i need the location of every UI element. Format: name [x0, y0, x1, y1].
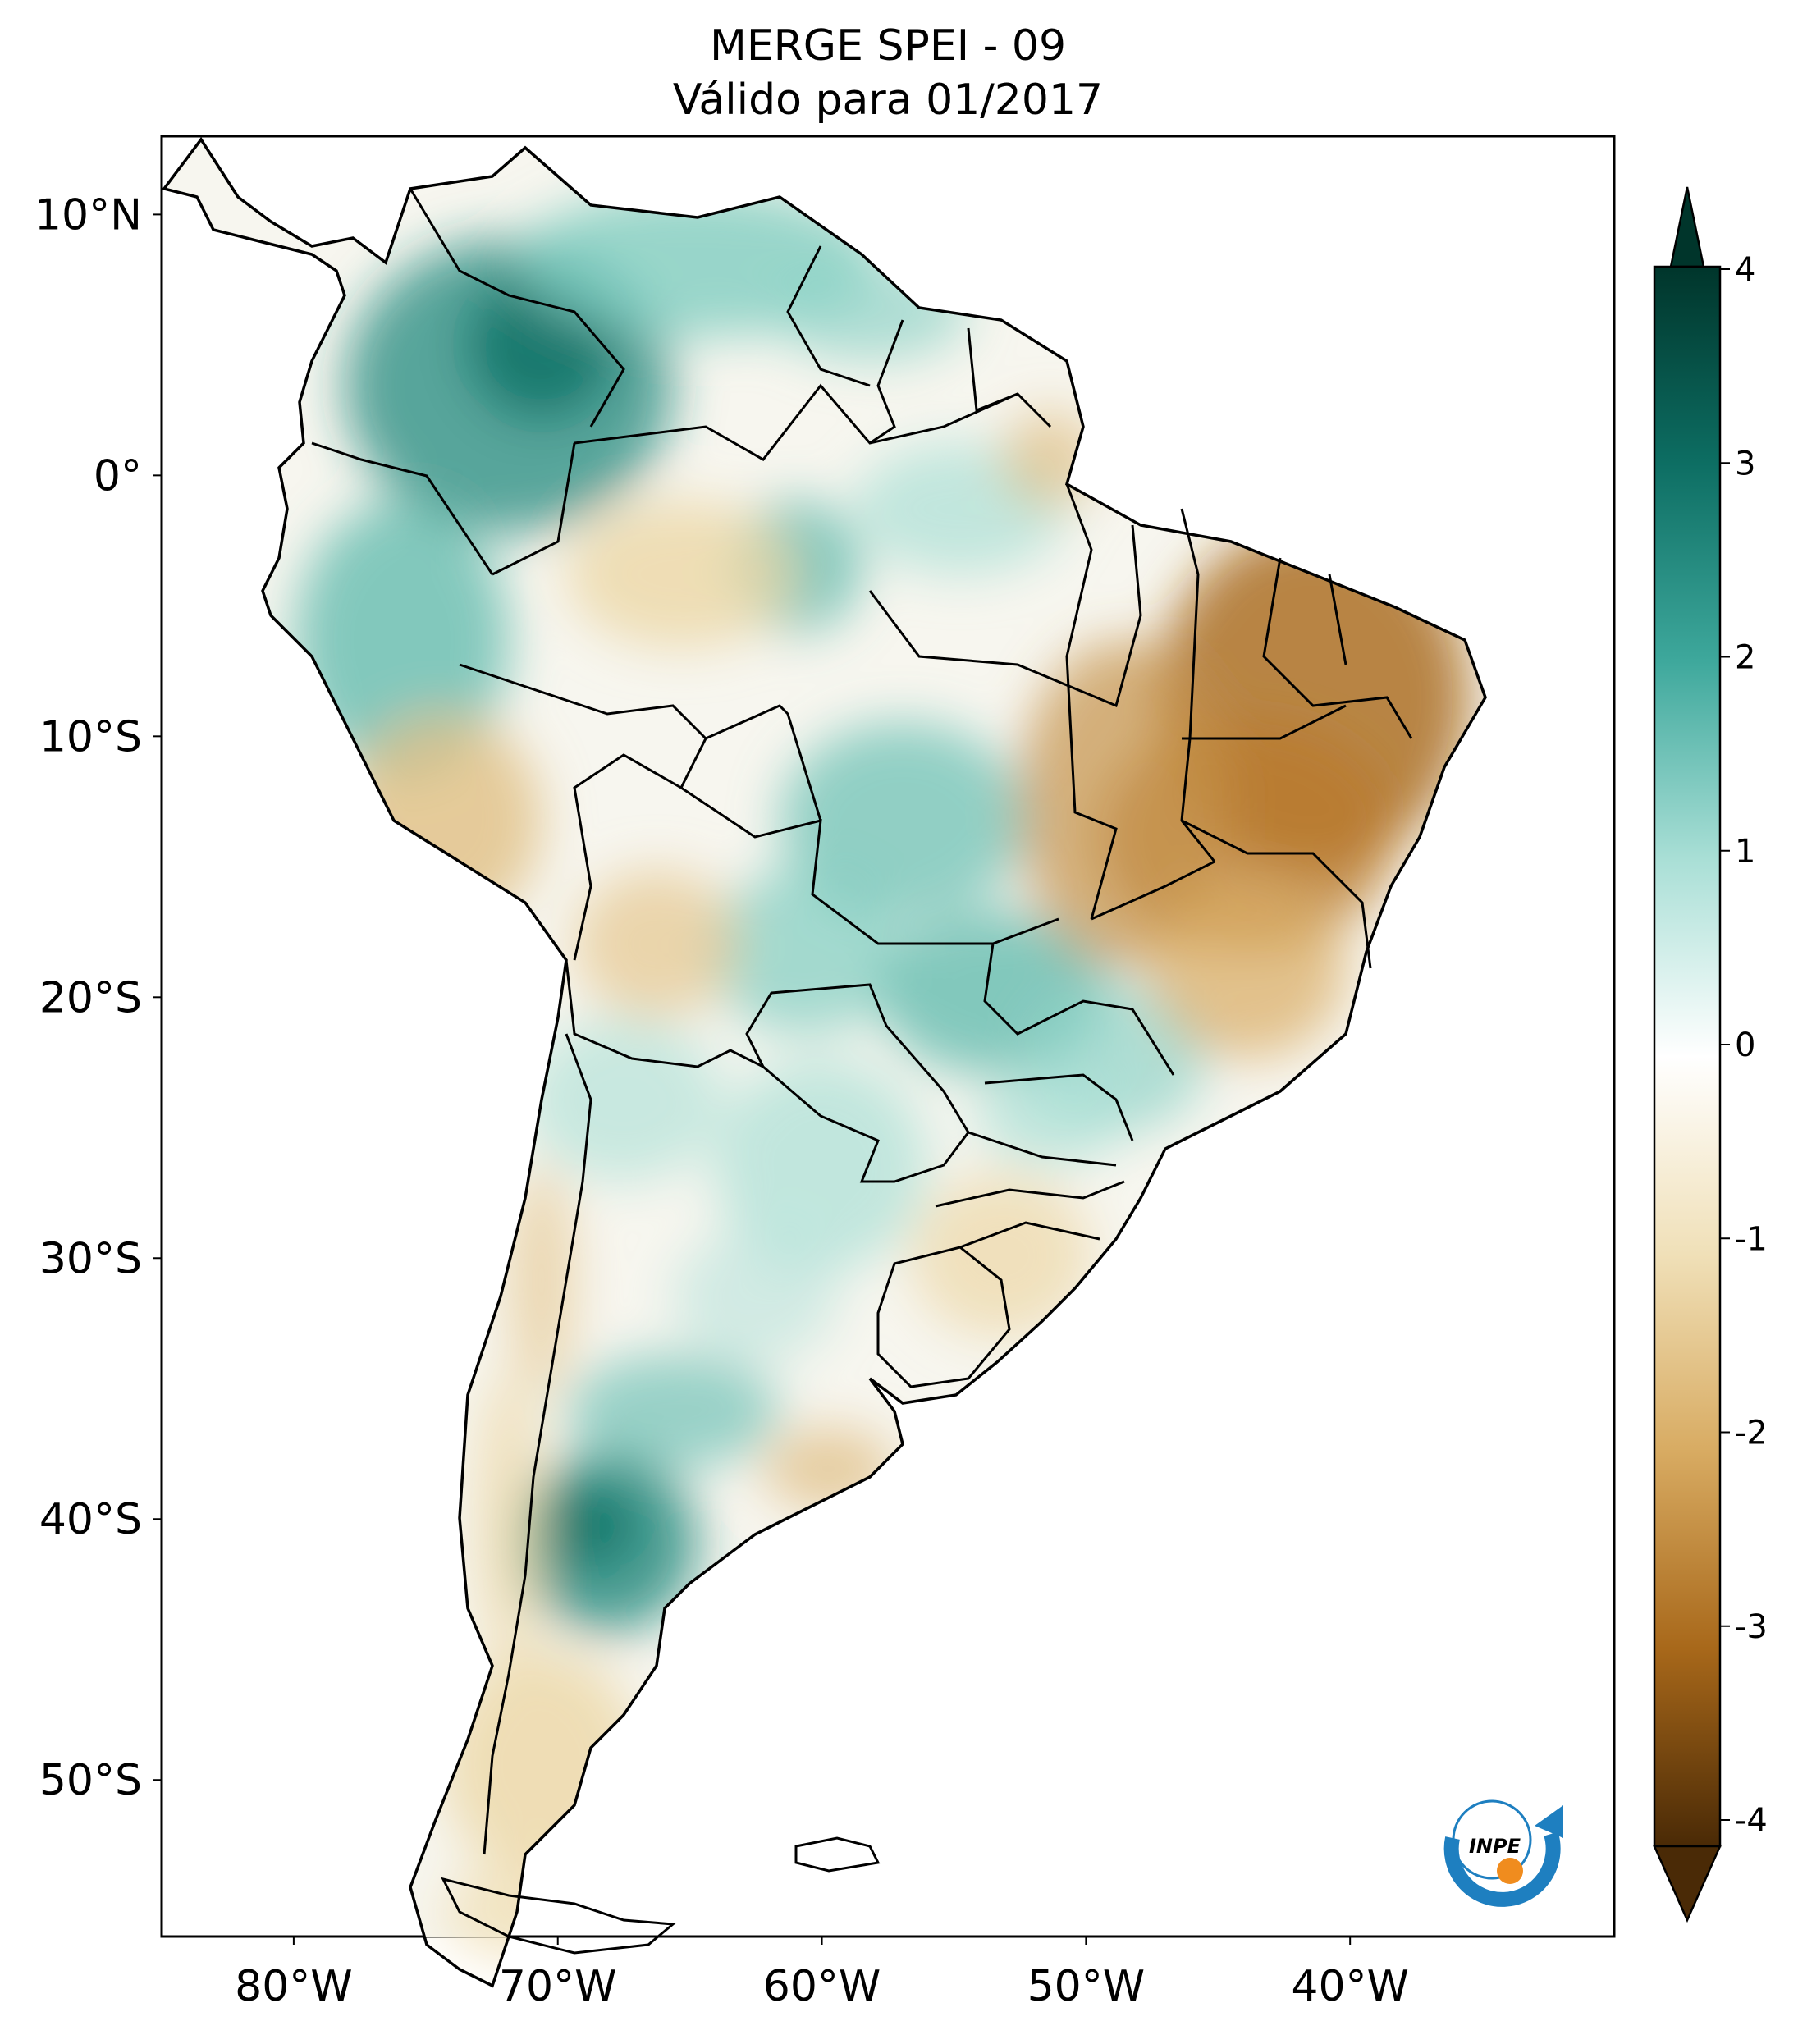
map-subtitle: Válido para 01/2017 [672, 75, 1104, 125]
lat-tick-label: 10°S [39, 712, 142, 761]
lon-tick-label: 50°W [1027, 1962, 1146, 2011]
colorbar-gradient [1653, 265, 1722, 1848]
lon-tick-label: 80°W [235, 1962, 353, 2011]
lat-tick-label: 50°S [39, 1756, 142, 1805]
latitude-axis: 10°N 0° 10°S 20°S 30°S 40°S 50°S [34, 190, 162, 1805]
lon-tick-label: 70°W [499, 1962, 617, 2011]
lat-tick-label: 30°S [39, 1234, 142, 1283]
lat-tick-label: 40°S [39, 1495, 142, 1544]
inpe-logo: INPE [1443, 1799, 1563, 1907]
map-title: MERGE SPEI - 09 [709, 21, 1067, 71]
lon-tick-label: 60°W [763, 1962, 881, 2011]
inpe-logo-arrow-icon [1535, 1805, 1563, 1838]
colorbar-tick-label: -1 [1735, 1220, 1768, 1258]
colorbar-min-extension [1653, 1845, 1722, 1923]
colorbar-tick-label: -3 [1735, 1608, 1768, 1646]
lat-tick-label: 20°S [39, 973, 142, 1022]
lat-tick-label: 0° [94, 451, 142, 501]
colorbar-max-extension [1669, 186, 1705, 268]
colorbar-tick-label: -4 [1735, 1802, 1768, 1840]
lon-tick-label: 40°W [1291, 1962, 1409, 2011]
colorbar-tick-label: 0 [1735, 1027, 1755, 1064]
colorbar-tick-label: 4 [1735, 251, 1755, 289]
inpe-logo-ring [1452, 1799, 1532, 1880]
colorbar: 4 3 2 1 0 -1 -2 -3 -4 [1653, 186, 1768, 1923]
colorbar-tick-label: 1 [1735, 833, 1755, 871]
colorbar-tick-label: -2 [1735, 1415, 1768, 1452]
longitude-axis: 80°W 70°W 60°W 50°W 40°W [235, 1937, 1409, 2011]
inpe-logo-arc [1443, 1831, 1561, 1907]
inpe-logo-text: INPE [1469, 1835, 1521, 1858]
colorbar-tick-label: 2 [1735, 639, 1755, 677]
colorbar-tick-label: 3 [1735, 445, 1755, 482]
political-borders [311, 188, 1413, 1955]
inpe-logo-dot [1497, 1858, 1523, 1884]
lat-tick-label: 10°N [34, 190, 142, 240]
